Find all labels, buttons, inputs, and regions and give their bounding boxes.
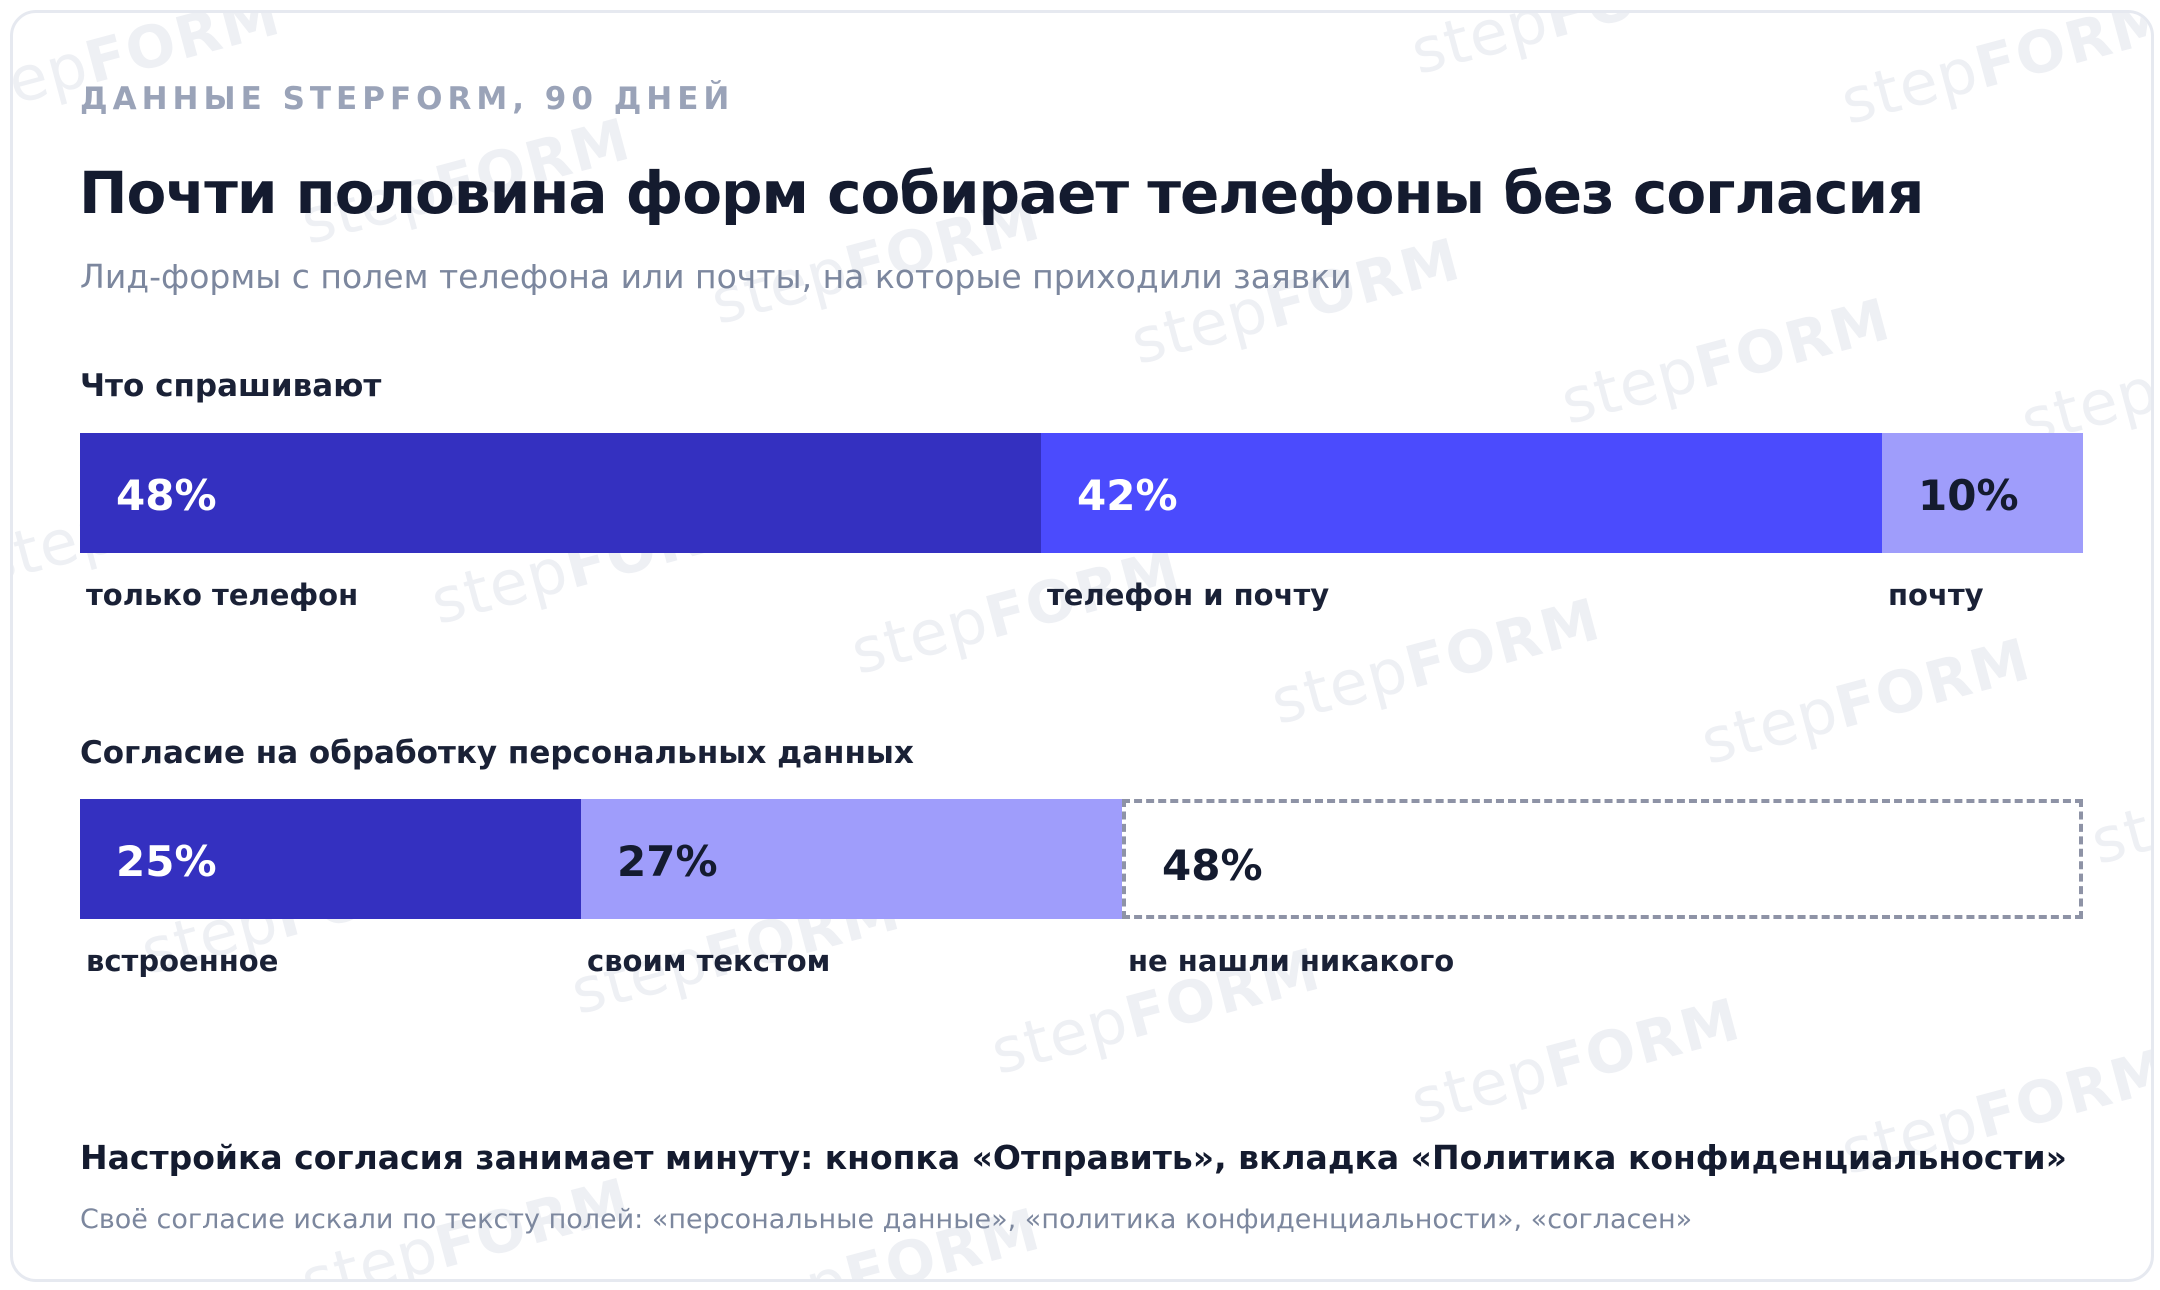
chart-2-segment-1: 25% xyxy=(80,799,581,919)
chart-2-segment-3-label: не нашли никакого xyxy=(1128,944,1455,978)
footer-title: Настройка согласия занимает минуту: кноп… xyxy=(80,1138,2067,1177)
chart-2-segment-1-label: встроенное xyxy=(86,944,279,978)
chart-subtitle: Лид-формы с полем телефона или почты, на… xyxy=(80,257,1352,296)
chart-1-stacked-bar: 48% только телефон 42% телефон и почту 10% по… xyxy=(80,433,2083,612)
chart-1-segment-1-label: только телефон xyxy=(86,578,359,612)
chart-2-title: Согласие на обработку персональных данны… xyxy=(80,735,914,771)
chart-1-segment-2: 42% xyxy=(1041,433,1882,553)
chart-1-segment-1-value: 48% xyxy=(116,471,217,520)
chart-title: Почти половина форм собирает телефоны бе… xyxy=(79,159,1924,227)
chart-2-segment-3: 48% xyxy=(1122,799,2083,919)
chart-2-segment-1-value: 25% xyxy=(116,837,217,886)
footer-note: Своё согласие искали по тексту полей: «п… xyxy=(80,1204,1693,1235)
chart-2-segment-2-label: своим текстом xyxy=(587,944,831,978)
eyebrow-label: ДАННЫЕ STEPFORM, 90 ДНЕЙ xyxy=(80,81,735,117)
chart-1-segment-3-label: почту xyxy=(1888,578,1984,612)
chart-1-title: Что спрашивают xyxy=(80,368,382,404)
chart-1-segment-2-label: телефон и почту xyxy=(1047,578,1330,612)
chart-2-segment-2: 27% xyxy=(581,799,1122,919)
chart-card: stepFORMstepFORMstepFORMstepFORMstepFORM… xyxy=(10,10,2154,1282)
chart-1-segment-2-value: 42% xyxy=(1077,471,1178,520)
chart-1-segment-3: 10% xyxy=(1882,433,2083,553)
chart-2-segment-3-value: 48% xyxy=(1162,841,1263,890)
chart-2-segment-2-value: 27% xyxy=(617,837,718,886)
chart-2-stacked-bar: 25% встроенное 27% своим текстом 48% не нашли… xyxy=(80,799,2083,978)
chart-1-segment-1: 48% xyxy=(80,433,1041,553)
chart-1-segment-3-value: 10% xyxy=(1918,471,2019,520)
